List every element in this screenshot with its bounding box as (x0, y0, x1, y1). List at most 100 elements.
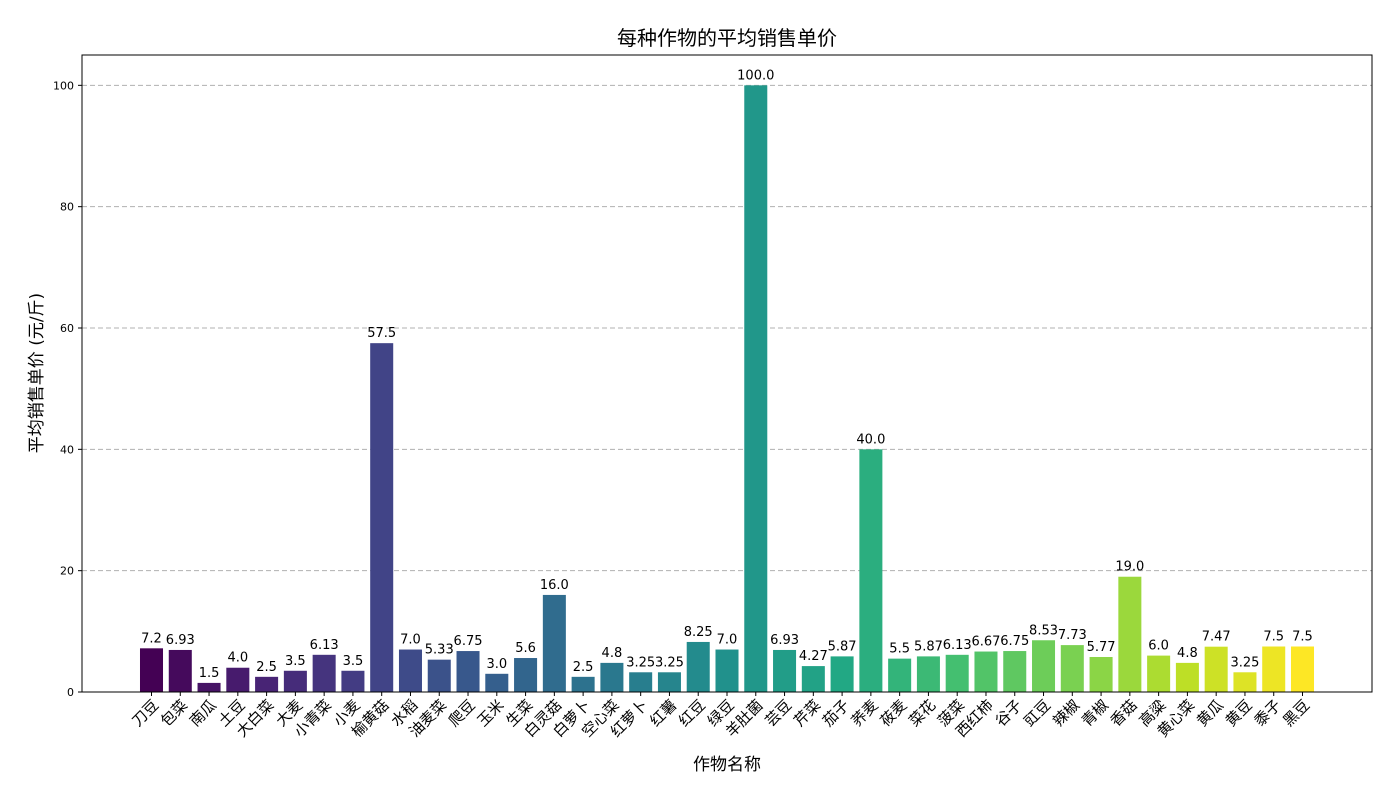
bar-value-label: 6.13 (943, 638, 972, 653)
bar (1204, 646, 1228, 692)
bar-value-label: 3.25 (655, 655, 684, 670)
bar (542, 594, 566, 692)
grid-lines (82, 84, 1372, 693)
bar-value-label: 4.27 (799, 649, 828, 664)
bar-value-label: 40.0 (856, 432, 885, 447)
x-tick-label: 荞麦 (848, 696, 882, 730)
bar (1262, 646, 1286, 692)
bar-value-label: 4.8 (1177, 646, 1198, 661)
bar-value-label: 7.2 (141, 631, 162, 646)
bar-value-label: 3.0 (486, 657, 507, 672)
bar-value-label: 100.0 (737, 68, 774, 83)
bar (801, 666, 825, 692)
bar (1089, 656, 1113, 692)
bar-value-label: 8.53 (1029, 623, 1058, 638)
bar (197, 682, 221, 692)
bar (226, 667, 250, 692)
bar (715, 649, 739, 692)
bar (1147, 655, 1171, 692)
x-tick-label: 芸豆 (761, 696, 795, 730)
bar (571, 676, 595, 692)
bar-value-label: 6.13 (310, 638, 339, 653)
bar (1175, 662, 1199, 692)
bar (1032, 640, 1056, 692)
bar-value-label: 5.87 (914, 639, 943, 654)
bar (514, 658, 538, 692)
bar-value-label: 6.0 (1148, 639, 1169, 654)
x-tick-label: 刀豆 (128, 696, 162, 730)
bar-value-label: 3.25 (626, 655, 655, 670)
bar-value-label: 7.5 (1263, 630, 1284, 645)
bar-value-label: 7.5 (1292, 630, 1313, 645)
bar (945, 654, 969, 692)
bar-value-label: 6.93 (166, 633, 195, 648)
bar-value-label: 3.5 (285, 654, 306, 669)
y-axis-ticks: 0 20 40 60 80 100 (53, 79, 82, 699)
bar-value-label: 5.87 (828, 639, 857, 654)
x-tick-label: 香菇 (1107, 696, 1141, 730)
bar (427, 659, 451, 692)
bar (974, 651, 998, 692)
x-tick-label: 黑豆 (1279, 696, 1313, 730)
bar-value-label: 2.5 (256, 660, 277, 675)
x-tick-label: 爬豆 (445, 696, 479, 730)
bar-value-label: 1.5 (199, 666, 220, 681)
x-tick-label: 青椒 (1078, 696, 1112, 730)
y-tick-label: 60 (60, 322, 74, 335)
x-tick-label: 红豆 (675, 696, 709, 730)
x-tick-label: 莜麦 (877, 696, 911, 730)
bar (1003, 651, 1027, 692)
bar-value-label: 6.67 (971, 635, 1000, 650)
bar (370, 343, 394, 692)
plot-frame (81, 54, 1373, 693)
y-axis-label: 平均销售单价 (元/斤) (27, 293, 47, 453)
y-tick-label: 0 (67, 686, 74, 699)
bar-value-label: 4.8 (602, 646, 623, 661)
bar (657, 672, 681, 692)
bar (168, 649, 192, 692)
bar (1118, 576, 1142, 692)
bar (600, 662, 624, 692)
x-tick-label: 红薯 (646, 696, 680, 730)
bar-value-label: 7.0 (717, 633, 738, 648)
bar (312, 654, 336, 692)
x-axis-label: 作物名称 (693, 755, 761, 775)
bar-value-label: 3.5 (343, 654, 364, 669)
bar (255, 676, 279, 692)
x-tick-label: 茄子 (819, 696, 853, 730)
bar (629, 672, 653, 692)
x-tick-label: 玉米 (474, 696, 508, 730)
bar (686, 641, 710, 692)
bar (888, 658, 912, 692)
bar-value-label: 5.6 (515, 641, 536, 656)
chart-title: 每种作物的平均销售单价 (617, 26, 837, 50)
bar-labels-group: 7.2 6.931.54.02.5 3.56.133.557.57.05.336.7… (141, 68, 1313, 681)
bar (744, 85, 768, 693)
bar (1290, 646, 1315, 692)
bar (1060, 645, 1084, 692)
bar-value-label: 4.0 (227, 651, 248, 666)
bar (341, 670, 365, 692)
bar-value-label: 5.77 (1087, 640, 1116, 655)
bar-value-label: 6.75 (454, 634, 483, 649)
x-tick-label: 豇豆 (1020, 696, 1054, 730)
bar-value-label: 16.0 (540, 578, 569, 593)
y-tick-label: 40 (60, 443, 74, 456)
bar (283, 670, 307, 692)
bar-value-label: 8.25 (684, 625, 713, 640)
bar (456, 651, 480, 692)
bar-value-label: 2.5 (573, 660, 594, 675)
bar (398, 649, 422, 692)
bar (1233, 672, 1257, 692)
x-tick-label: 菜花 (905, 696, 939, 730)
bar-value-label: 6.75 (1000, 634, 1029, 649)
x-tick-label: 黄豆 (1222, 696, 1256, 730)
x-tick-label: 黍子 (1251, 696, 1285, 730)
bar-value-label: 57.5 (367, 326, 396, 341)
x-tick-label: 包菜 (157, 696, 191, 730)
bar-value-label: 7.0 (400, 633, 421, 648)
bar (773, 649, 797, 692)
bar (859, 449, 883, 692)
x-tick-label: 辣椒 (1049, 696, 1083, 730)
